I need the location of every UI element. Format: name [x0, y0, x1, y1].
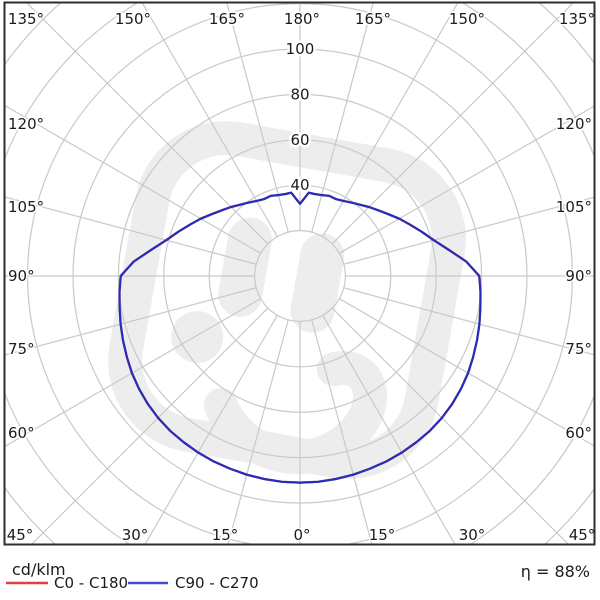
angle-label: 120°: [8, 115, 44, 133]
angle-label: 135°: [559, 10, 595, 28]
angle-label: 105°: [556, 198, 592, 216]
unit-label: cd/klm: [12, 560, 66, 579]
grid-spoke: [227, 319, 289, 544]
radial-tick-labels: 40 60 80 100: [283, 38, 317, 197]
grid-spoke: [331, 3, 574, 245]
grid-spoke: [339, 298, 594, 447]
angle-label: 180°: [284, 10, 320, 28]
grid-spoke: [343, 287, 594, 356]
grid-spoke: [5, 196, 257, 265]
grid-spoke: [331, 307, 569, 544]
grid-spoke: [343, 196, 594, 265]
grid-spoke: [322, 315, 456, 544]
legend-label-c90-c270: C90 - C270: [175, 574, 259, 592]
angle-label: 150°: [449, 10, 485, 28]
angle-label: 45°: [7, 526, 34, 544]
angle-label: 90°: [8, 267, 35, 285]
radial-tick-label: 80: [290, 85, 309, 103]
grid-spoke: [141, 3, 278, 237]
angle-label: 30°: [459, 526, 486, 544]
grid-spoke: [226, 3, 289, 233]
plot-border: [3, 1, 596, 546]
angle-label: 165°: [209, 10, 245, 28]
grid-spoke: [5, 105, 261, 254]
angle-label: 0°: [293, 526, 310, 544]
efficiency-label: η = 88%: [521, 562, 590, 581]
grid-spoke: [339, 105, 594, 254]
grid-spoke: [5, 298, 261, 447]
distribution-curves: [118, 191, 482, 484]
angle-label: 60°: [8, 424, 35, 442]
angle-label: 15°: [212, 526, 239, 544]
grid-spoke: [26, 3, 269, 245]
legend: cd/klm C0 - C180 C90 - C270 η = 88%: [6, 560, 590, 592]
angle-label: 135°: [8, 10, 44, 28]
angle-labels: 135° 150° 165° 180° 165° 150° 135° 120° 120° 105°…: [5, 9, 597, 546]
angle-label: 45°: [569, 526, 596, 544]
angle-label: 75°: [8, 340, 35, 358]
grid-spoke: [311, 319, 373, 544]
angle-label: 120°: [556, 115, 592, 133]
angle-label: 150°: [115, 10, 151, 28]
grid-spoke: [311, 3, 374, 233]
grid-spoke: [144, 315, 278, 544]
angle-label: 105°: [8, 198, 44, 216]
angle-label: 165°: [355, 10, 391, 28]
radial-tick-label: 40: [290, 176, 309, 194]
angle-label: 60°: [565, 424, 592, 442]
brand-watermark-icon: [108, 121, 466, 479]
angle-label: 90°: [565, 267, 592, 285]
radial-tick-label: 60: [290, 131, 309, 149]
radial-tick-label: 100: [286, 40, 315, 58]
grid-spoke: [31, 307, 269, 544]
legend-label-c0-c180: C0 - C180: [54, 574, 128, 592]
grid-spoke: [5, 287, 257, 356]
angle-label: 30°: [122, 526, 149, 544]
angle-label: 75°: [565, 340, 592, 358]
curve-c90-c270: [118, 191, 482, 484]
angle-label: 15°: [369, 526, 396, 544]
grid-spoke: [322, 3, 459, 237]
